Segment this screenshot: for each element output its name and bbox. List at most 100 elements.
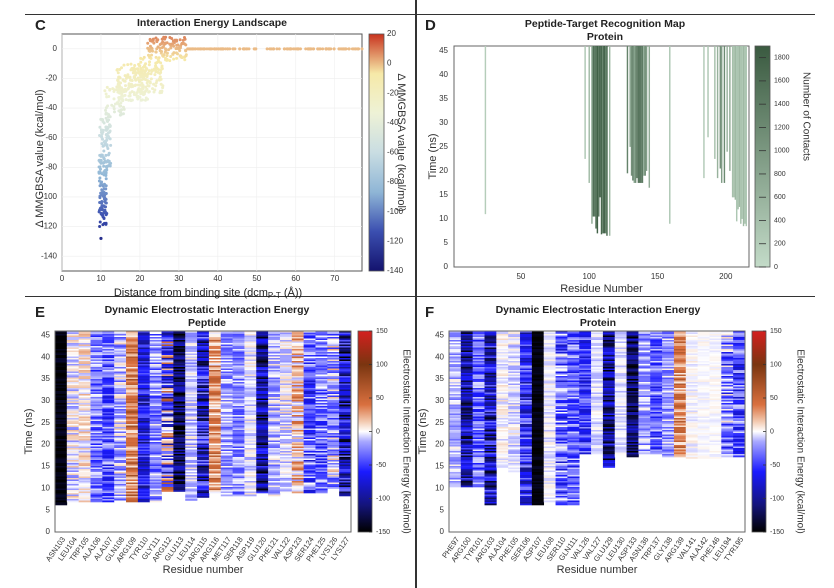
heatmap-cell	[339, 362, 352, 365]
heatmap-cell	[303, 370, 316, 372]
heatmap-cell	[90, 388, 103, 390]
heatmap-cell	[339, 440, 352, 443]
heatmap-cell	[173, 388, 186, 390]
data-point	[269, 47, 273, 51]
heatmap-cell	[185, 461, 198, 464]
contact-bar	[644, 46, 646, 176]
heatmap-cell	[520, 412, 533, 414]
data-point	[205, 47, 209, 51]
heatmap-cell	[114, 388, 127, 390]
heatmap-cell	[137, 490, 151, 492]
heatmap-cell	[508, 371, 521, 374]
heatmap-cell	[185, 422, 198, 425]
heatmap-cell	[185, 383, 198, 386]
heatmap-cell	[460, 404, 473, 407]
heatmap-cell	[185, 445, 198, 447]
heatmap-cell	[303, 419, 316, 422]
heatmap-cell	[484, 394, 497, 396]
heatmap-cell	[279, 412, 293, 414]
heatmap-cell	[303, 376, 316, 378]
heatmap-cell	[543, 386, 556, 389]
heatmap-cell	[232, 394, 245, 396]
heatmap-cell	[543, 398, 556, 401]
data-point	[158, 42, 162, 46]
chart-subtitle-d: Protein	[586, 31, 624, 43]
heatmap-cell	[268, 445, 281, 447]
heatmap-cell	[185, 472, 198, 474]
heatmap-cell	[197, 391, 210, 393]
heatmap-cell	[508, 359, 521, 362]
heatmap-cell	[185, 367, 198, 369]
heatmap-cell	[543, 461, 556, 464]
heatmap-cell	[460, 440, 473, 443]
heatmap-cell	[315, 467, 328, 470]
heatmap-cell	[256, 365, 269, 368]
heatmap-cell	[303, 431, 316, 434]
heatmap-cell	[137, 451, 151, 453]
heatmap-cell	[114, 361, 127, 363]
heatmap-cell	[90, 380, 103, 383]
heatmap-cell	[102, 425, 115, 428]
heatmap-cell	[339, 416, 352, 419]
heatmap-cell	[268, 434, 281, 437]
heatmap-cell	[279, 457, 293, 459]
heatmap-cell	[460, 476, 473, 479]
data-point	[104, 191, 108, 195]
heatmap-cell	[520, 400, 533, 402]
heatmap-cell	[102, 451, 115, 453]
contact-bar	[707, 46, 709, 138]
heatmap-cell	[66, 394, 79, 396]
x-tick-label: 50	[516, 272, 525, 281]
heatmap-cell	[543, 371, 556, 374]
heatmap-cell	[161, 383, 174, 386]
heatmap-cell	[279, 416, 293, 419]
heatmap-cell	[208, 490, 222, 492]
heatmap-cell	[268, 437, 281, 440]
heatmap-cell	[90, 370, 103, 372]
heatmap-cell	[197, 389, 210, 392]
heatmap-cell	[114, 500, 127, 503]
heatmap-cell	[268, 472, 281, 474]
heatmap-cell	[472, 376, 485, 378]
heatmap-cell	[114, 400, 127, 402]
data-point	[104, 116, 108, 120]
heatmap-cell	[291, 380, 304, 383]
heatmap-cell	[185, 340, 198, 342]
heatmap-cell	[256, 479, 269, 482]
heatmap-cell	[256, 452, 269, 455]
heatmap-cell	[173, 367, 186, 369]
heatmap-cell	[137, 454, 151, 456]
heatmap-cell	[149, 425, 162, 428]
heatmap-cell	[472, 440, 485, 443]
heatmap-cell	[531, 500, 545, 503]
data-point	[102, 149, 106, 153]
heatmap-cell	[484, 358, 497, 360]
heatmap-cell	[197, 410, 210, 413]
heatmap-cell	[460, 407, 473, 410]
heatmap-cell	[90, 487, 103, 489]
data-point	[353, 47, 357, 51]
heatmap-cell	[102, 431, 115, 434]
heatmap-cell	[291, 424, 304, 426]
heatmap-cell	[543, 419, 556, 422]
heatmap-cell	[220, 350, 233, 353]
x-tick-label: 100	[583, 272, 597, 281]
heatmap-cell	[90, 409, 103, 411]
heatmap-cell	[244, 362, 257, 365]
heatmap-cell	[66, 481, 79, 483]
heatmap-cell	[484, 469, 497, 471]
heatmap-cell	[78, 428, 91, 431]
heatmap-cell	[173, 481, 186, 483]
heatmap-cell	[315, 386, 328, 389]
heatmap-cell	[78, 334, 91, 336]
data-point	[245, 47, 249, 51]
heatmap-cell	[543, 449, 556, 452]
heatmap-column	[161, 331, 174, 492]
heatmap-cell	[508, 362, 521, 365]
heatmap-cell	[114, 454, 127, 456]
heatmap-cell	[315, 466, 328, 468]
data-point	[105, 119, 109, 123]
heatmap-cell	[531, 464, 545, 467]
heatmap-cell	[449, 364, 462, 366]
data-point	[175, 56, 179, 60]
